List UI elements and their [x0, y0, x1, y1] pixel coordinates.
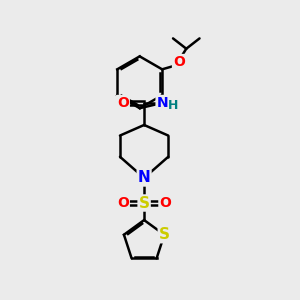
Text: O: O — [117, 96, 129, 110]
Text: S: S — [159, 227, 170, 242]
Text: O: O — [159, 196, 171, 210]
Text: H: H — [167, 99, 178, 112]
Text: O: O — [117, 196, 129, 210]
Text: N: N — [157, 96, 168, 110]
Text: O: O — [173, 55, 185, 69]
Text: N: N — [138, 170, 151, 185]
Text: S: S — [139, 196, 150, 211]
